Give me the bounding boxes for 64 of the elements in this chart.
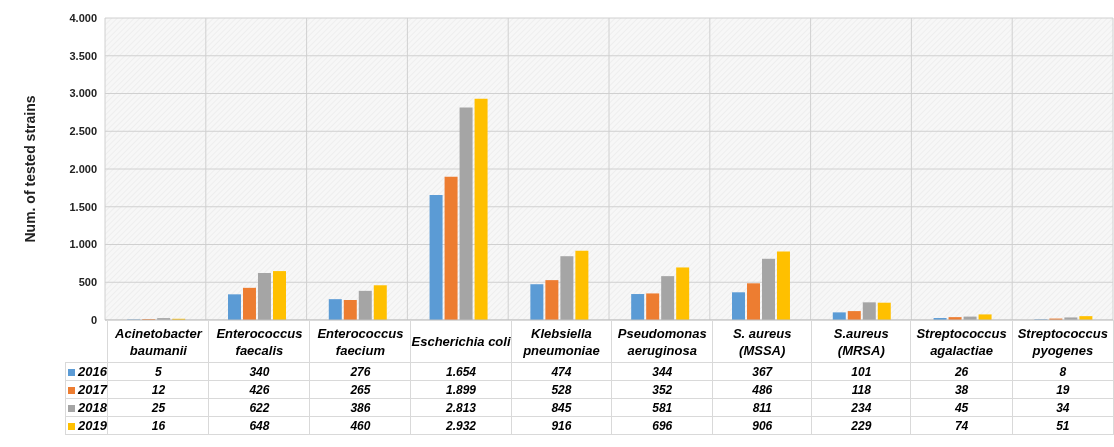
x-tick-label: Klebsiella pneumoniae [511,320,612,363]
y-axis-title: Num. of tested strains [21,95,38,243]
data-label: 845 [511,398,612,417]
y-tick-label: 3.500 [69,49,97,62]
y-tick-label: 3.000 [69,87,97,100]
data-label: 648 [208,416,310,435]
y-tick-label: 1.000 [69,238,97,251]
data-label: 118 [811,380,911,399]
legend-label: 2016 [65,362,108,381]
data-label: 474 [511,362,612,381]
data-label: 906 [712,416,812,435]
data-label: 25 [107,398,209,417]
data-label: 19 [1012,380,1114,399]
y-tick-label: 2.500 [69,125,97,138]
data-label: 2.813 [410,398,512,417]
legend-label: 2019 [65,416,108,435]
y-tick-label: 2.000 [69,162,97,175]
data-label: 426 [208,380,310,399]
x-tick-label: Enterococcus faecium [309,320,411,363]
data-label: 34 [1012,398,1114,417]
x-tick-label: Streptococcus pyogenes [1012,320,1114,363]
legend-label: 2018 [65,398,108,417]
data-label: 38 [910,380,1013,399]
x-tick-label: Escherichia coli [410,320,512,363]
data-label: 229 [811,416,911,435]
data-label: 74 [910,416,1013,435]
data-label: 26 [910,362,1013,381]
data-label: 12 [107,380,209,399]
data-label: 1.654 [410,362,512,381]
data-label: 51 [1012,416,1114,435]
data-label: 367 [712,362,812,381]
data-label: 486 [712,380,812,399]
x-tick-label: Streptococcus agalactiae [910,320,1013,363]
data-label: 101 [811,362,911,381]
data-label: 2.932 [410,416,512,435]
data-label: 5 [107,362,209,381]
data-label: 460 [309,416,411,435]
x-tick-label: S.aureus (MRSA) [811,320,911,363]
y-tick-label: 0 [90,313,97,326]
data-label: 696 [611,416,713,435]
data-label: 340 [208,362,310,381]
x-tick-label: Acinetobacter baumanii [107,320,209,363]
data-label: 45 [910,398,1013,417]
data-label: 581 [611,398,713,417]
data-label: 276 [309,362,411,381]
y-tick-label: 4.000 [69,11,97,24]
data-label: 386 [309,398,411,417]
data-label: 234 [811,398,911,417]
data-label: 528 [511,380,612,399]
data-label: 344 [611,362,713,381]
data-label: 811 [712,398,812,417]
data-label: 916 [511,416,612,435]
x-tick-label: Pseudomonas aeruginosa [611,320,713,363]
data-label: 352 [611,380,713,399]
legend-label: 2017 [65,380,108,399]
data-label: 8 [1012,362,1114,381]
x-tick-label: S. aureus (MSSA) [712,320,812,363]
data-label: 265 [309,380,411,399]
y-tick-label: 500 [78,276,97,289]
data-label: 16 [107,416,209,435]
data-label: 1.899 [410,380,512,399]
x-tick-label: Enterococcus faecalis [208,320,310,363]
y-tick-label: 1.500 [69,200,97,213]
data-label: 622 [208,398,310,417]
